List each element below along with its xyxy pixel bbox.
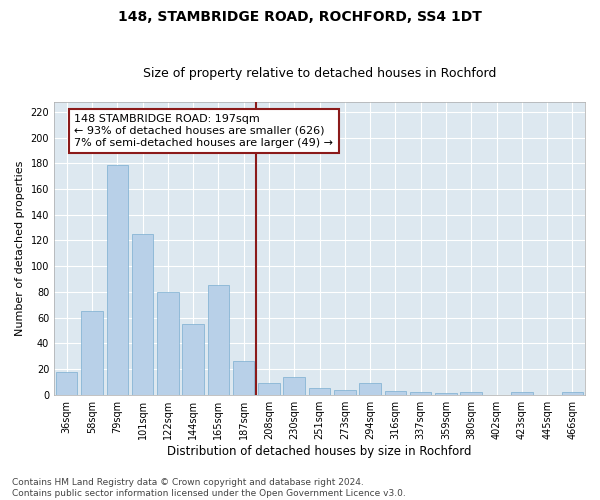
- Bar: [460, 392, 482, 394]
- Text: Contains HM Land Registry data © Crown copyright and database right 2024.
Contai: Contains HM Land Registry data © Crown c…: [12, 478, 406, 498]
- Bar: [410, 392, 431, 394]
- X-axis label: Distribution of detached houses by size in Rochford: Distribution of detached houses by size …: [167, 444, 472, 458]
- Bar: [81, 311, 103, 394]
- Bar: [157, 292, 179, 394]
- Bar: [309, 388, 330, 394]
- Bar: [56, 372, 77, 394]
- Bar: [562, 392, 583, 394]
- Bar: [208, 286, 229, 395]
- Bar: [182, 324, 204, 394]
- Y-axis label: Number of detached properties: Number of detached properties: [15, 160, 25, 336]
- Bar: [334, 390, 356, 394]
- Bar: [132, 234, 153, 394]
- Title: Size of property relative to detached houses in Rochford: Size of property relative to detached ho…: [143, 66, 496, 80]
- Bar: [258, 383, 280, 394]
- Bar: [359, 383, 381, 394]
- Bar: [511, 392, 533, 394]
- Bar: [385, 391, 406, 394]
- Bar: [107, 164, 128, 394]
- Text: 148 STAMBRIDGE ROAD: 197sqm
← 93% of detached houses are smaller (626)
7% of sem: 148 STAMBRIDGE ROAD: 197sqm ← 93% of det…: [74, 114, 333, 148]
- Bar: [283, 376, 305, 394]
- Text: 148, STAMBRIDGE ROAD, ROCHFORD, SS4 1DT: 148, STAMBRIDGE ROAD, ROCHFORD, SS4 1DT: [118, 10, 482, 24]
- Bar: [233, 362, 254, 394]
